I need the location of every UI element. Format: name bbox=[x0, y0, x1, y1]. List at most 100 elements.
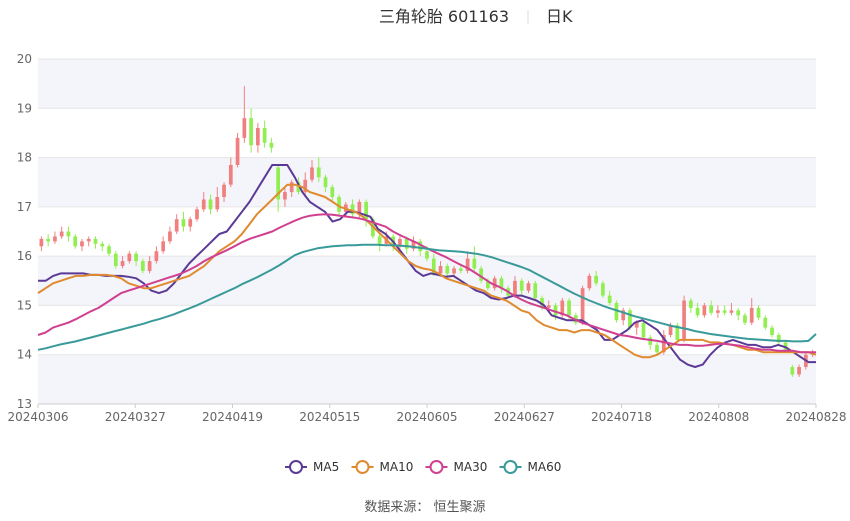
candle-body bbox=[364, 201, 368, 220]
candle-body bbox=[716, 310, 720, 313]
candle-body bbox=[161, 241, 166, 252]
candle-body bbox=[86, 238, 91, 242]
candle-body bbox=[168, 231, 172, 242]
candle-body bbox=[770, 327, 774, 335]
candle-body bbox=[174, 219, 179, 232]
candle-body bbox=[147, 261, 152, 271]
chart-period-label: 日K bbox=[546, 7, 573, 26]
candle-body bbox=[621, 310, 626, 321]
candle-body bbox=[743, 315, 747, 323]
x-tick-label: 20240627 bbox=[494, 410, 555, 424]
candle-body bbox=[648, 337, 653, 345]
candle-body bbox=[208, 199, 213, 210]
candle-body bbox=[418, 241, 423, 252]
candle-body bbox=[445, 266, 450, 274]
chart-title: 三角轮胎 601163 bbox=[379, 7, 509, 26]
candle-body bbox=[783, 342, 788, 350]
candle-body bbox=[228, 164, 233, 185]
candle-body bbox=[702, 305, 707, 316]
candle-body bbox=[682, 300, 686, 340]
candle-body bbox=[235, 137, 240, 165]
y-tick-label: 17 bbox=[17, 200, 32, 214]
candle-body bbox=[526, 283, 531, 291]
candle-body bbox=[607, 295, 612, 303]
candle-body bbox=[492, 278, 497, 289]
candle-body bbox=[513, 280, 517, 296]
candle-body bbox=[100, 243, 105, 247]
grid-band bbox=[38, 256, 816, 306]
candle-body bbox=[303, 179, 308, 193]
candle-body bbox=[323, 177, 328, 188]
series-line-ma60 bbox=[37, 243, 817, 351]
candle-body bbox=[222, 184, 226, 197]
candle-body bbox=[330, 187, 335, 197]
candle-body bbox=[431, 258, 436, 274]
candle-body bbox=[634, 322, 639, 328]
candle-body bbox=[53, 236, 57, 242]
candle-body bbox=[66, 231, 71, 237]
candle-body bbox=[262, 128, 267, 143]
candle-body bbox=[628, 310, 632, 328]
legend: MA5 MA10 MA30 MA60 bbox=[285, 460, 561, 474]
candle-body bbox=[486, 280, 490, 289]
candle-body bbox=[350, 204, 355, 215]
legend-label-ma5: MA5 bbox=[313, 460, 339, 474]
candle-body bbox=[154, 251, 159, 262]
grid-band bbox=[38, 354, 816, 404]
legend-marker-ma30 bbox=[429, 460, 444, 474]
x-tick-label: 20240515 bbox=[299, 410, 360, 424]
candle-body bbox=[736, 310, 741, 316]
candle-body bbox=[256, 128, 260, 146]
candle-body bbox=[316, 167, 321, 178]
candle-body bbox=[594, 275, 598, 284]
candle-body bbox=[546, 305, 551, 308]
candle-body bbox=[641, 322, 646, 338]
candle-body bbox=[452, 268, 456, 274]
candle-body bbox=[141, 261, 145, 271]
candle-body bbox=[722, 310, 727, 313]
candle-body bbox=[425, 251, 429, 259]
candle-body bbox=[398, 238, 402, 247]
candle-body bbox=[249, 118, 253, 146]
series-line-ma5 bbox=[38, 164, 816, 368]
candle-body bbox=[661, 335, 666, 353]
candle-body bbox=[587, 275, 592, 289]
candle-body bbox=[709, 305, 713, 313]
candle-body bbox=[553, 305, 558, 316]
candle-body bbox=[797, 367, 801, 375]
candle-body bbox=[337, 197, 341, 212]
candle-body bbox=[614, 302, 619, 321]
candle-body bbox=[655, 344, 659, 353]
candle-body bbox=[113, 253, 118, 266]
y-tick-label: 14 bbox=[17, 348, 32, 362]
legend-marker-ma5 bbox=[289, 460, 303, 474]
candle-body bbox=[688, 300, 693, 308]
candle-body bbox=[458, 268, 463, 271]
x-tick-label: 20240605 bbox=[396, 410, 457, 424]
candle-body bbox=[107, 246, 111, 254]
x-tick-label: 20240419 bbox=[202, 410, 263, 424]
y-tick-label: 20 bbox=[17, 52, 32, 66]
candle-body bbox=[296, 182, 301, 193]
candle-body bbox=[472, 258, 477, 269]
candle-body bbox=[357, 201, 362, 215]
series-line-ma10 bbox=[37, 183, 817, 359]
candle-body bbox=[479, 268, 483, 281]
candle-body bbox=[188, 219, 193, 227]
candle-body bbox=[80, 241, 84, 247]
candle-body bbox=[438, 266, 443, 274]
x-tick-label: 20240306 bbox=[7, 410, 68, 424]
x-tick-label: 20240718 bbox=[591, 410, 652, 424]
candle-body bbox=[289, 182, 294, 193]
candle-body bbox=[776, 335, 781, 343]
candle-body bbox=[560, 300, 565, 316]
candle-body bbox=[93, 238, 98, 244]
candle-body bbox=[675, 325, 680, 340]
candle-body bbox=[519, 280, 524, 291]
candle-body bbox=[195, 209, 199, 220]
candle-body bbox=[567, 300, 571, 316]
candle-body bbox=[127, 253, 132, 262]
candle-body bbox=[283, 192, 287, 200]
